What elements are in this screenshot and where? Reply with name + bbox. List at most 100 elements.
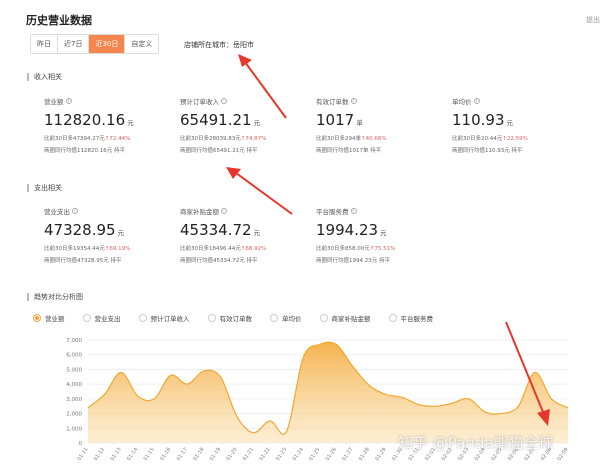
- x-tick-label: 01-23: [275, 447, 288, 462]
- x-tick-label: 01-21: [242, 447, 255, 462]
- top-right-link[interactable]: 提出: [586, 16, 600, 24]
- info-icon[interactable]: i: [221, 98, 227, 104]
- trend-area-chart: 0 1,000 2,000 3,000 4,000 5,000 6,000 7,000 01-…: [66, 338, 569, 462]
- metric-avg: 商圈同行均值110.93元 持平: [452, 148, 523, 154]
- radio-icon: [319, 314, 328, 322]
- series-option-revenue[interactable]: 营业额: [33, 313, 65, 323]
- radio-selected-icon: [33, 314, 41, 322]
- chart-y-axis: 0 1,000 2,000 3,000 4,000 5,000 6,000 7,000: [66, 338, 82, 447]
- series-area-revenue: [88, 342, 568, 443]
- metric-value: 112820.16: [44, 111, 126, 129]
- series-option-label: 单均价: [282, 315, 302, 323]
- info-icon[interactable]: i: [72, 208, 78, 214]
- metric-unit: 元: [117, 229, 125, 237]
- series-option-label: 营业支出: [94, 315, 121, 323]
- info-icon[interactable]: i: [350, 98, 357, 104]
- y-tick-label: 4,000: [66, 382, 82, 388]
- y-tick-label: 5,000: [66, 367, 82, 373]
- series-option-merchant-subsidy[interactable]: 商家补贴金额: [319, 313, 371, 323]
- metric-label: 单均价: [452, 98, 472, 106]
- metric-avg: 商圈同行均值1994.23元 持平: [316, 258, 390, 264]
- watermark-text: 知乎 @Panda熊猫全球: [398, 434, 554, 452]
- metric-pct: ↑69.19%: [104, 246, 131, 252]
- expense-section-title: 支出相关: [27, 183, 62, 193]
- x-tick-label: 01-16: [159, 447, 172, 462]
- series-option-avg-price[interactable]: 单均价: [270, 313, 302, 323]
- chart-x-axis: 01-11 01-12 01-13 01-14 01-15 01-16 01-17 01-18…: [76, 447, 569, 462]
- radio-icon: [82, 314, 91, 322]
- trend-section-title: 趋势对比分析图: [27, 292, 83, 302]
- metric-unit: 元: [253, 229, 261, 237]
- metric-est-order-income: 预计订单收入 i 65491.21 元 比前30日多28039.83元↑74.87%…: [180, 96, 310, 154]
- metric-compare: 比前30日多47394.27元: [44, 136, 105, 142]
- metric-unit: 单: [356, 119, 363, 127]
- tab-last-30-days[interactable]: 近30日: [89, 35, 126, 53]
- metric-valid-orders: 有效订单数 i 1017 单 比前30日多294单↑40.66% 商圈同行均值101…: [316, 96, 446, 154]
- info-icon[interactable]: i: [221, 208, 227, 214]
- metric-value: 45334.72: [180, 221, 252, 239]
- metric-compare: 比前30日多20.44元: [452, 136, 503, 142]
- x-tick-label: 02-09: [556, 447, 569, 462]
- radio-icon: [207, 314, 216, 322]
- metric-revenue: 营业额 i 112820.16 元 比前30日多47394.27元↑72.44% 商…: [44, 96, 174, 154]
- tab-last-7-days[interactable]: 近7日: [58, 35, 90, 53]
- metric-value: 47328.95: [44, 221, 116, 239]
- metric-label: 营业额: [44, 98, 64, 106]
- y-tick-label: 1,000: [66, 426, 82, 432]
- series-option-label: 平台服务费: [400, 315, 434, 323]
- metric-label: 商家补贴金额: [180, 208, 219, 216]
- tab-yesterday[interactable]: 昨日: [31, 35, 58, 53]
- date-range-tabs: 昨日 近7日 近30日 自定义: [30, 34, 160, 54]
- metric-avg: 商圈同行均值45334.72元 持平: [180, 258, 258, 264]
- metric-compare: 比前30日多294单: [316, 136, 361, 142]
- series-option-operating-expense[interactable]: 营业支出: [82, 313, 121, 323]
- metric-avg: 商圈同行均值47328.95元 持平: [44, 258, 122, 264]
- metric-pct: ↑74.87%: [240, 136, 267, 142]
- page-title: 历史营业数据: [26, 14, 92, 27]
- series-option-valid-orders[interactable]: 有效订单数: [207, 313, 252, 323]
- series-line-revenue: [87, 341, 569, 435]
- metric-pct: ↑75.51%: [369, 246, 396, 252]
- metric-value: 65491.21: [180, 111, 252, 129]
- metric-label: 营业支出: [44, 208, 70, 216]
- radio-icon: [138, 314, 147, 322]
- series-option-label: 预计订单收入: [150, 315, 190, 323]
- metric-compare: 比前30日多28039.83元: [180, 136, 241, 142]
- metric-compare: 比前30日多18496.44元: [180, 246, 241, 252]
- metric-unit: 元: [380, 229, 387, 237]
- y-tick-label: 6,000: [66, 353, 82, 359]
- metric-unit: 元: [253, 119, 261, 127]
- x-tick-label: 01-17: [176, 447, 189, 462]
- metric-pct: ↑68.92%: [240, 246, 267, 252]
- metric-label: 预计订单收入: [180, 98, 219, 106]
- radio-icon: [270, 314, 278, 322]
- metric-pct: ↑40.66%: [361, 136, 387, 142]
- metric-platform-fee: 平台服务费 i 1994.23 元 比前30日多858.00元↑75.51% 商圈同…: [316, 206, 446, 264]
- metric-compare: 比前30日多858.00元: [316, 246, 370, 252]
- y-tick-label: 0: [79, 441, 83, 447]
- metric-operating-expense: 营业支出 i 47328.95 元 比前30日多19354.44元↑69.19% 商…: [44, 206, 174, 264]
- radio-icon: [388, 314, 397, 322]
- x-tick-label: 01-29: [374, 447, 387, 462]
- metric-avg: 商圈同行均值112820.16元 持平: [44, 148, 125, 154]
- x-tick-label: 01-22: [258, 447, 271, 462]
- x-tick-label: 01-24: [292, 447, 305, 462]
- metric-value: 1994.23: [316, 221, 379, 239]
- info-icon[interactable]: i: [473, 98, 480, 104]
- tab-custom[interactable]: 自定义: [125, 35, 159, 53]
- x-tick-label: 01-19: [209, 447, 222, 462]
- metric-merchant-subsidy: 商家补贴金额 i 45334.72 元 比前30日多18496.44元↑68.92%…: [180, 206, 310, 264]
- x-tick-label: 01-26: [325, 447, 338, 462]
- info-icon[interactable]: i: [65, 98, 72, 104]
- series-option-platform-fee[interactable]: 平台服务费: [388, 313, 434, 323]
- x-tick-label: 01-18: [192, 447, 205, 462]
- metric-compare: 比前30日多19354.44元: [44, 246, 105, 252]
- x-tick-label: 01-12: [93, 447, 106, 462]
- info-icon[interactable]: i: [350, 208, 357, 214]
- series-option-est-order-income[interactable]: 预计订单收入: [138, 313, 190, 323]
- metric-unit: 元: [127, 119, 134, 127]
- x-tick-label: 01-25: [308, 447, 321, 462]
- metric-avg: 商圈同行均值65491.21元 持平: [180, 148, 258, 154]
- x-tick-label: 01-20: [225, 447, 238, 462]
- metric-value: 1017: [316, 111, 355, 129]
